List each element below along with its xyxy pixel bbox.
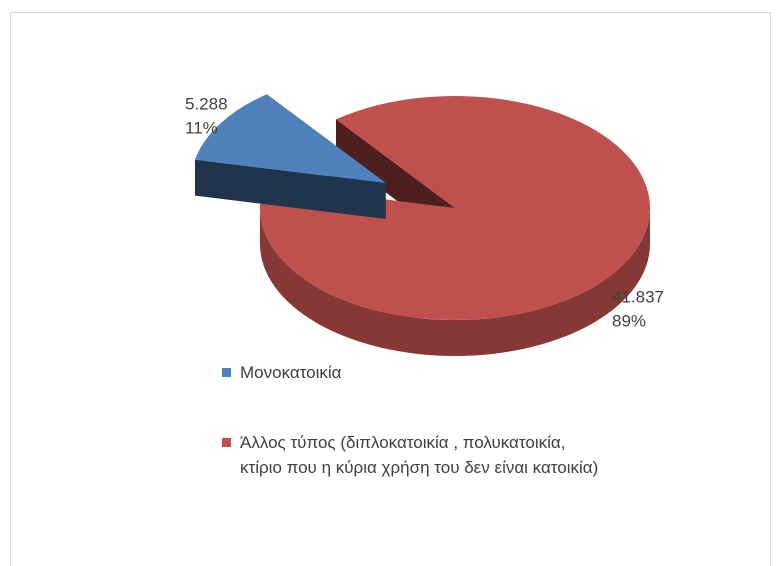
value-label: 41.837 (612, 287, 664, 306)
legend-item: Άλλος τύπος (διπλοκατοικία , πολυκατοικί… (222, 430, 622, 480)
legend-label: Άλλος τύπος (διπλοκατοικία , πολυκατοικί… (240, 433, 599, 477)
slice-top (260, 95, 650, 320)
slice-wall (260, 208, 650, 356)
frame (10, 12, 771, 566)
legend-item: Μονοκατοικία (222, 360, 622, 385)
data-labels: 41.837 89% 5.288 11% (185, 94, 664, 330)
slice (194, 94, 386, 219)
legend-label: Μονοκατοικία (240, 363, 342, 382)
percent-label: 11% (185, 118, 218, 137)
percent-label: 89% (612, 311, 646, 330)
legend-swatch (222, 368, 231, 377)
slice-top (194, 94, 386, 183)
pie (194, 94, 650, 356)
value-label: 5.288 (185, 94, 228, 113)
legend-swatch (222, 438, 231, 447)
slice-side (194, 159, 386, 219)
